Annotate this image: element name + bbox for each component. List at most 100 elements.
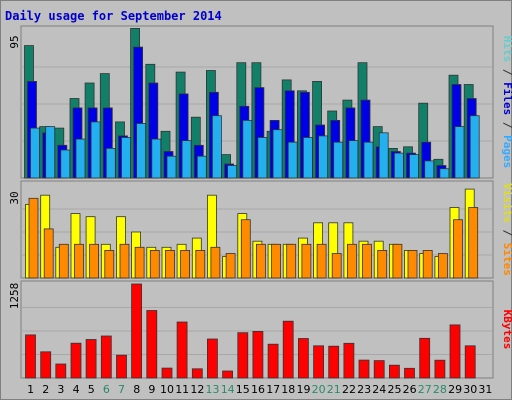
bar-sites-day-23 — [362, 243, 372, 279]
x-tick-label-day-29: 29 — [448, 383, 462, 396]
bar-sites-day-17 — [271, 243, 282, 279]
bar-pages-day-18 — [287, 141, 298, 179]
bar-sites-day-7 — [119, 243, 130, 279]
bar-pages-day-15 — [242, 120, 253, 179]
bar-pages-day-23 — [363, 141, 374, 179]
legend-part: Sites — [501, 243, 512, 276]
bar-pages-day-9 — [151, 138, 162, 179]
bar-pages-day-4 — [75, 138, 86, 179]
legend-part: Hits — [501, 36, 512, 63]
legend-part: Files — [501, 82, 512, 115]
bar-sites-day-4 — [74, 243, 84, 279]
x-tick-label-day-10: 10 — [160, 383, 174, 396]
bar-kbytes-day-28 — [434, 359, 446, 379]
x-tick-label-day-30: 30 — [463, 383, 477, 396]
bar-pages-day-27 — [424, 160, 435, 179]
bar-pages-day-5 — [90, 121, 101, 179]
series-pages — [30, 115, 480, 179]
bar-sites-day-18 — [286, 243, 297, 279]
bar-sites-day-22 — [346, 243, 357, 279]
bar-pages-day-10 — [166, 155, 177, 179]
x-tick-label-day-4: 4 — [73, 383, 80, 396]
bar-pages-day-25 — [393, 152, 404, 179]
bar-sites-day-28 — [437, 253, 448, 279]
legend-part: / — [501, 223, 512, 243]
bar-pages-day-11 — [181, 140, 192, 179]
bar-sites-day-30 — [468, 207, 479, 279]
bar-sites-day-14 — [225, 253, 236, 279]
bar-sites-day-9 — [149, 249, 160, 279]
x-tick-label-day-20: 20 — [312, 383, 326, 396]
bar-kbytes-day-27 — [419, 337, 431, 379]
bar-kbytes-day-3 — [55, 363, 67, 379]
bar-pages-day-8 — [136, 123, 147, 179]
x-tick-label-day-16: 16 — [251, 383, 265, 396]
panel-kbytes: 1258 KBytes — [8, 280, 512, 379]
x-tick-label-day-9: 9 — [148, 383, 155, 396]
bar-kbytes-day-10 — [161, 367, 173, 379]
bar-sites-day-20 — [316, 243, 327, 279]
bar-kbytes-day-24 — [373, 360, 385, 379]
x-tick-label-day-12: 12 — [190, 383, 204, 396]
x-tick-label-day-25: 25 — [388, 383, 402, 396]
x-tick-label-day-2: 2 — [42, 383, 49, 396]
x-tick-label-day-5: 5 — [88, 383, 95, 396]
bar-pages-day-22 — [348, 140, 359, 179]
bar-kbytes-day-1 — [25, 334, 36, 379]
bar-pages-day-28 — [439, 168, 450, 179]
bar-pages-day-14 — [227, 165, 238, 179]
x-tick-label-day-17: 17 — [266, 383, 280, 396]
bar-sites-day-10 — [165, 249, 175, 279]
bar-kbytes-day-22 — [343, 342, 355, 379]
x-tick-label-day-6: 6 — [103, 383, 110, 396]
legend-part: / — [501, 62, 512, 82]
bar-kbytes-day-14 — [222, 370, 234, 379]
bar-pages-day-21 — [333, 141, 344, 179]
x-tick-label-day-3: 3 — [57, 383, 64, 396]
bar-pages-day-26 — [409, 154, 419, 179]
bar-pages-day-1 — [30, 127, 40, 179]
bar-kbytes-day-12 — [191, 368, 203, 379]
axis-legend-label: KBytes — [501, 310, 512, 350]
bar-sites-day-12 — [195, 249, 206, 279]
bar-pages-day-6 — [105, 147, 116, 179]
bar-kbytes-day-7 — [116, 354, 127, 379]
bar-sites-day-24 — [377, 249, 388, 279]
x-tick-label-day-21: 21 — [327, 383, 341, 396]
x-tick-label-day-19: 19 — [297, 383, 311, 396]
bar-kbytes-day-25 — [388, 364, 400, 379]
legend-part: / — [501, 115, 512, 135]
x-tick-label-day-18: 18 — [281, 383, 295, 396]
x-tick-label-day-1: 1 — [27, 383, 34, 396]
bar-pages-day-29 — [454, 126, 465, 179]
x-tick-label-day-28: 28 — [433, 383, 447, 396]
bar-kbytes-day-17 — [267, 343, 279, 379]
bar-kbytes-day-29 — [449, 324, 461, 379]
bar-kbytes-day-2 — [40, 351, 52, 379]
bar-pages-day-17 — [272, 129, 283, 179]
bar-kbytes-day-4 — [70, 342, 82, 379]
x-tick-label-day-13: 13 — [206, 383, 220, 396]
bar-sites-day-19 — [301, 243, 312, 279]
bar-kbytes-day-23 — [358, 359, 370, 379]
chart-title: Daily usage for September 2014 — [5, 9, 222, 23]
bar-pages-day-30 — [469, 115, 480, 179]
bar-kbytes-day-21 — [328, 345, 340, 379]
bar-pages-day-20 — [318, 135, 329, 179]
bar-sites-day-3 — [58, 243, 69, 279]
legend-part: Pages — [501, 135, 512, 168]
bar-sites-day-25 — [392, 243, 403, 279]
bar-kbytes-day-13 — [206, 338, 218, 379]
y-axis-max-label: 1258 — [8, 283, 21, 310]
bar-sites-day-2 — [43, 228, 54, 279]
bar-sites-day-1 — [28, 197, 39, 279]
bar-kbytes-day-20 — [313, 345, 325, 379]
bar-sites-day-27 — [422, 249, 433, 279]
bar-sites-day-11 — [180, 249, 191, 279]
x-tick-label-day-8: 8 — [133, 383, 140, 396]
x-tick-label-day-14: 14 — [221, 383, 235, 396]
bar-kbytes-day-6 — [100, 335, 112, 379]
x-tick-label-day-31: 31 — [478, 383, 492, 396]
bar-pages-day-24 — [378, 132, 389, 179]
